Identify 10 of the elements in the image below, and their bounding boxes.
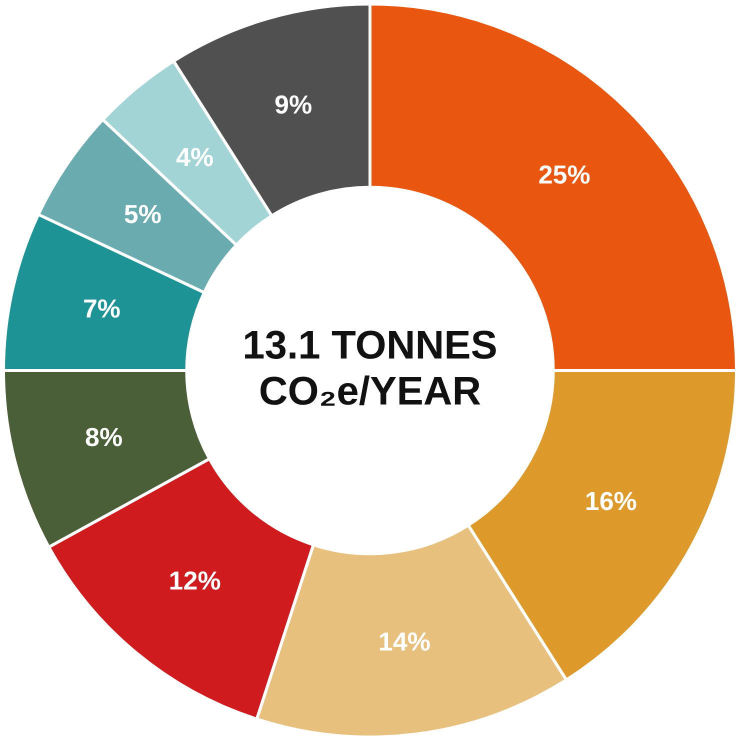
data-label: 7% bbox=[82, 294, 121, 324]
data-label: 9% bbox=[274, 90, 312, 120]
data-label: 14% bbox=[378, 626, 430, 656]
data-label: 5% bbox=[124, 199, 162, 230]
data-label: 4% bbox=[176, 142, 214, 172]
data-label: 12% bbox=[168, 565, 221, 596]
text: 13.1 TONNES CO₂e/YEAR bbox=[242, 324, 498, 414]
data-label: 8% bbox=[84, 422, 123, 452]
data-label: 25% bbox=[538, 159, 590, 190]
data-label: 16% bbox=[584, 486, 637, 516]
